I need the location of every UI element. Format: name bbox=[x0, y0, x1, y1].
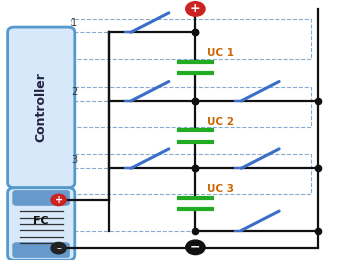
Text: 1: 1 bbox=[71, 18, 78, 28]
Circle shape bbox=[186, 240, 205, 254]
Text: +: + bbox=[190, 2, 201, 15]
Text: 3: 3 bbox=[71, 155, 78, 165]
FancyBboxPatch shape bbox=[8, 188, 75, 260]
Text: –: – bbox=[56, 243, 61, 253]
FancyBboxPatch shape bbox=[13, 190, 70, 205]
FancyBboxPatch shape bbox=[8, 27, 75, 188]
Bar bbox=[71, 19, 311, 60]
Text: UC 2: UC 2 bbox=[208, 117, 235, 127]
Text: Controller: Controller bbox=[35, 73, 48, 142]
Bar bbox=[71, 87, 311, 127]
Text: UC 1: UC 1 bbox=[208, 48, 235, 58]
Text: UC 3: UC 3 bbox=[208, 184, 235, 194]
Text: −: − bbox=[190, 241, 201, 254]
FancyBboxPatch shape bbox=[13, 243, 70, 258]
Text: 2: 2 bbox=[71, 87, 78, 97]
Text: FC: FC bbox=[33, 216, 49, 227]
Text: +: + bbox=[55, 195, 63, 205]
Circle shape bbox=[51, 194, 66, 206]
Circle shape bbox=[186, 2, 205, 16]
Circle shape bbox=[51, 242, 66, 254]
Bar bbox=[71, 154, 311, 194]
